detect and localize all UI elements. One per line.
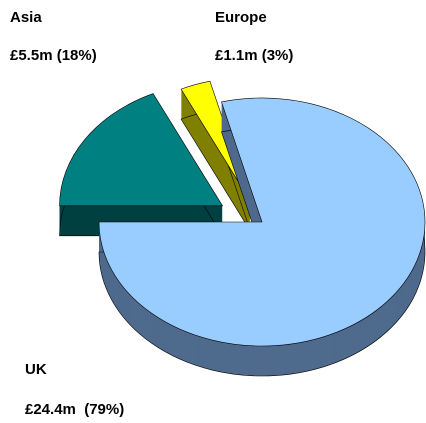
pie — [59, 80, 426, 377]
value-label: £24.4m (79%) — [25, 401, 124, 418]
slice — [59, 93, 224, 237]
slice-top — [59, 93, 224, 207]
slice — [98, 97, 426, 377]
value-label: £5.5m (18%) — [10, 47, 97, 64]
slice — [180, 80, 251, 232]
value-label: £1.1m (3%) — [215, 47, 293, 64]
slice-label: Asia — [10, 9, 42, 26]
slice-top — [98, 97, 426, 347]
slice-label: Europe — [215, 9, 267, 26]
slice-top — [180, 80, 251, 202]
slice-label: UK — [25, 361, 47, 378]
